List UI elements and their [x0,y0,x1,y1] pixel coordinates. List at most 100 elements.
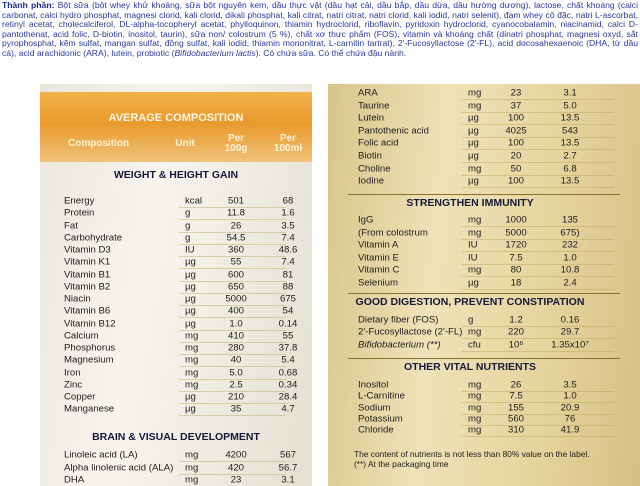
per-100ml: 56.7 [278,462,298,474]
per-100ml: 232 [561,239,578,251]
unit: µg [468,125,479,137]
nutrient-name: L-Carnitine [358,390,405,402]
unit: g [185,207,191,219]
per-100g: 1.0 [229,318,243,329]
unit: µg [468,277,479,289]
per-100ml: 48.6 [278,244,298,256]
unit: mg [468,87,482,99]
per-100ml: 135 [561,214,578,226]
unit: µg [185,293,196,305]
nutrient-name: Calcium [64,330,99,342]
per-100g: 1.2 [509,314,523,326]
unit: µg [185,318,196,329]
per-100g: 420 [227,462,244,474]
nutrient-name: 2'-Fucosyllactose (2'-FL) [358,326,463,338]
row-rule [462,99,614,100]
ingredients-text: Bột sữa (bột whey khử khoáng, sữa bột ng… [2,0,638,58]
unit: g [185,220,191,231]
nutrient-name: (From colostrum [358,227,428,239]
per-100ml: 675) [560,227,580,239]
section-rule [348,358,620,359]
row-rule [462,162,614,163]
row-rule [462,424,614,426]
nutrient-name: Phosphorus [64,342,116,354]
per-100ml: 1.35x10⁷ [551,339,589,351]
per-100ml: 1.0 [563,390,577,402]
per-100ml: 2.4 [563,277,577,289]
nutrient-name: Magnesium [64,354,114,366]
nutrient-name: Carbohydrate [64,232,123,244]
section-title: OTHER VITAL NUTRIENTS [403,361,537,373]
nutrient-name: Linoleic acid (LA) [64,449,138,461]
per-100ml: 3.5 [563,379,577,391]
unit: mg [468,390,482,402]
row-rule [462,350,614,352]
per-100g: 310 [507,424,524,436]
unit: mg [468,402,482,414]
row-rule [462,263,614,265]
row-rule [462,174,614,176]
nutrient-name: Manganese [64,403,115,415]
unit: µg [468,137,479,149]
per-100ml: 6.8 [563,163,577,175]
row-rule [179,473,286,475]
per-100ml: 13.5 [560,112,580,124]
per-100ml: 54 [282,305,294,317]
unit: mg [468,326,482,338]
row-rule [462,338,614,340]
per-100ml: 0.16 [560,314,580,326]
nutrient-name: Vitamin C [358,264,400,276]
unit: µg [185,305,196,317]
unit: µg [185,403,196,415]
header-band [40,92,312,162]
per-100ml: 10.8 [560,264,580,276]
nutrient-name: Biotin [358,150,382,162]
row-rule [179,461,286,462]
unit: µg [185,281,196,293]
per-100g: 5000 [505,227,527,239]
per-100ml: 567 [279,449,296,461]
per-100ml: 7.4 [281,256,295,268]
per-100g: 360 [227,244,244,256]
per-100ml: 88 [282,281,294,293]
row-rule [179,305,286,306]
per-100g: 410 [227,330,244,342]
per-100g: 600 [227,269,244,280]
panel-title: AVERAGE COMPOSITION [108,112,244,124]
row-rule [462,391,614,392]
unit: mg [468,227,482,239]
row-rule [179,292,286,294]
nutrient-name: Vitamin K1 [64,256,111,268]
row-rule [179,268,286,270]
unit: mg [185,379,199,391]
unit: mg [185,330,199,342]
per-100g: 37 [510,100,522,112]
per-100ml: 543 [561,125,578,137]
per-100ml: 28.4 [278,391,298,403]
row-rule [462,149,614,151]
unit: µg [185,269,196,280]
unit: IU [468,239,478,251]
row-rule [462,413,614,415]
unit: mg [185,449,199,461]
unit: kcal [185,195,203,207]
per-100g: 155 [507,402,524,414]
ingredients-label: Thành phần: [2,0,55,10]
per-100g: 40 [230,354,242,366]
per-100ml: 1.0 [563,252,577,264]
column-header: Composition [68,138,130,149]
unit: mg [468,379,482,391]
row-rule [462,187,614,189]
section-title: BRAIN & VISUAL DEVELOPMENT [92,431,260,443]
footnote: (**) At the packaging time [354,459,449,469]
per-100ml: 5.4 [281,354,295,366]
row-rule [179,341,286,343]
per-100g: 5.0 [229,367,243,378]
unit: µg [468,150,479,162]
per-100ml: 68 [282,195,294,207]
unit: g [185,232,191,244]
per-100ml: 2.7 [563,150,577,162]
nutrient-name: Alpha linolenic acid (ALA) [64,462,174,474]
row-rule [462,226,614,227]
row-rule [179,415,286,417]
